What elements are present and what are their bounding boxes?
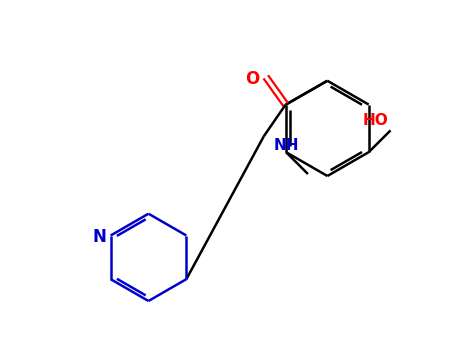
Text: N: N (93, 229, 106, 246)
Text: HO: HO (363, 113, 389, 128)
Text: O: O (246, 70, 260, 88)
Text: NH: NH (274, 138, 299, 153)
